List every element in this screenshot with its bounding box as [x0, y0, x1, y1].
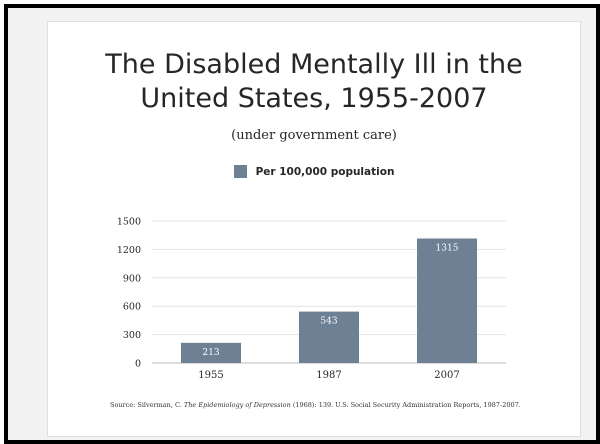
slide: The Disabled Mentally Ill in the United …: [47, 21, 581, 437]
x-tick-label: 2007: [434, 370, 459, 381]
y-tick-label: 1200: [117, 245, 141, 256]
bar-2007: [417, 238, 477, 363]
legend-label: Per 100,000 population: [255, 165, 395, 178]
source-suffix: (1968): 139. U.S. Social Security Admini…: [292, 401, 521, 409]
y-tick-label: 300: [123, 330, 141, 341]
y-tick-label: 0: [135, 359, 141, 370]
source-prefix: Source: Silverman, C.: [110, 401, 182, 409]
legend-swatch: [233, 165, 247, 178]
bar-1955: [181, 342, 241, 363]
x-tick-label: 1955: [198, 370, 223, 381]
y-tick-label: 1500: [117, 217, 141, 228]
data-label-2007: 1315: [436, 244, 459, 254]
y-tick-label: 600: [123, 302, 141, 313]
source-citation: Source: Silverman, C. The Epidemiology o…: [110, 401, 580, 410]
chart-title: The Disabled Mentally Ill in the United …: [48, 48, 580, 116]
chart-title-line1: The Disabled Mentally Ill in the: [105, 49, 523, 80]
chart-title-line2: United States, 1955-2007: [140, 83, 488, 114]
source-book-title: The Epidemiology of Depression: [183, 401, 291, 409]
slide-frame: The Disabled Mentally Ill in the United …: [4, 4, 600, 444]
data-label-1987: 543: [320, 317, 337, 327]
x-tick-label: 1987: [316, 370, 341, 381]
bar-chart: 0 300 600 900 1200 1500 213 1955 543 1987 1315 2007: [117, 217, 506, 381]
data-label-1955: 213: [202, 348, 219, 358]
chart-subtitle: (under government care): [231, 128, 397, 143]
y-tick-label: 900: [123, 273, 141, 284]
chart-legend: Per 100,000 population: [48, 165, 580, 178]
bar-1987: [299, 311, 359, 363]
